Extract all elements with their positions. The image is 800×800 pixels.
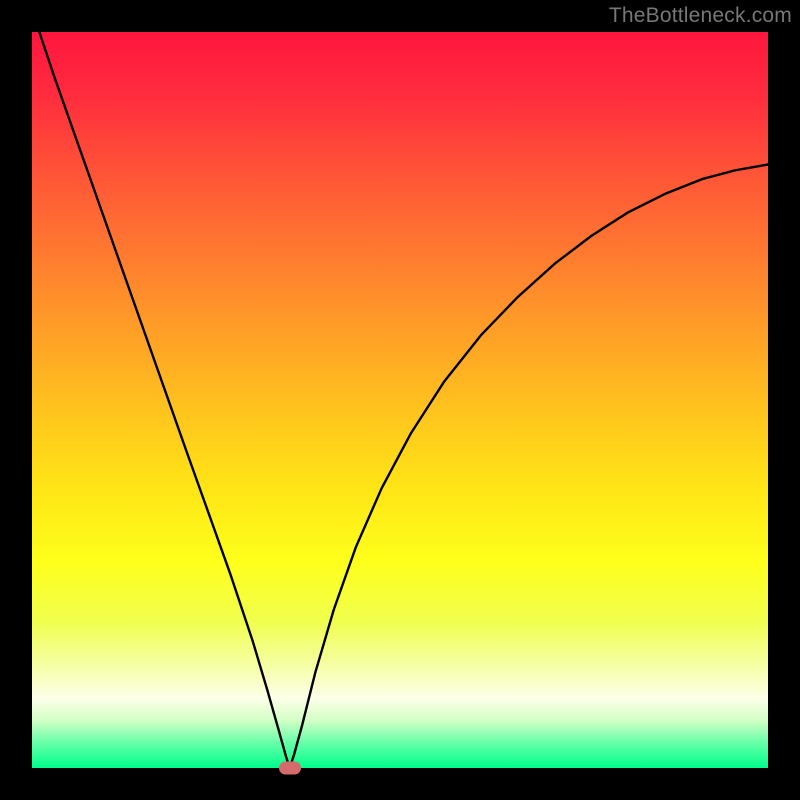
chart-frame: TheBottleneck.com [0,0,800,800]
bottleneck-curve [32,32,768,768]
plot-area [32,32,768,768]
optimal-point-marker [279,762,301,775]
watermark-text: TheBottleneck.com [609,4,792,28]
